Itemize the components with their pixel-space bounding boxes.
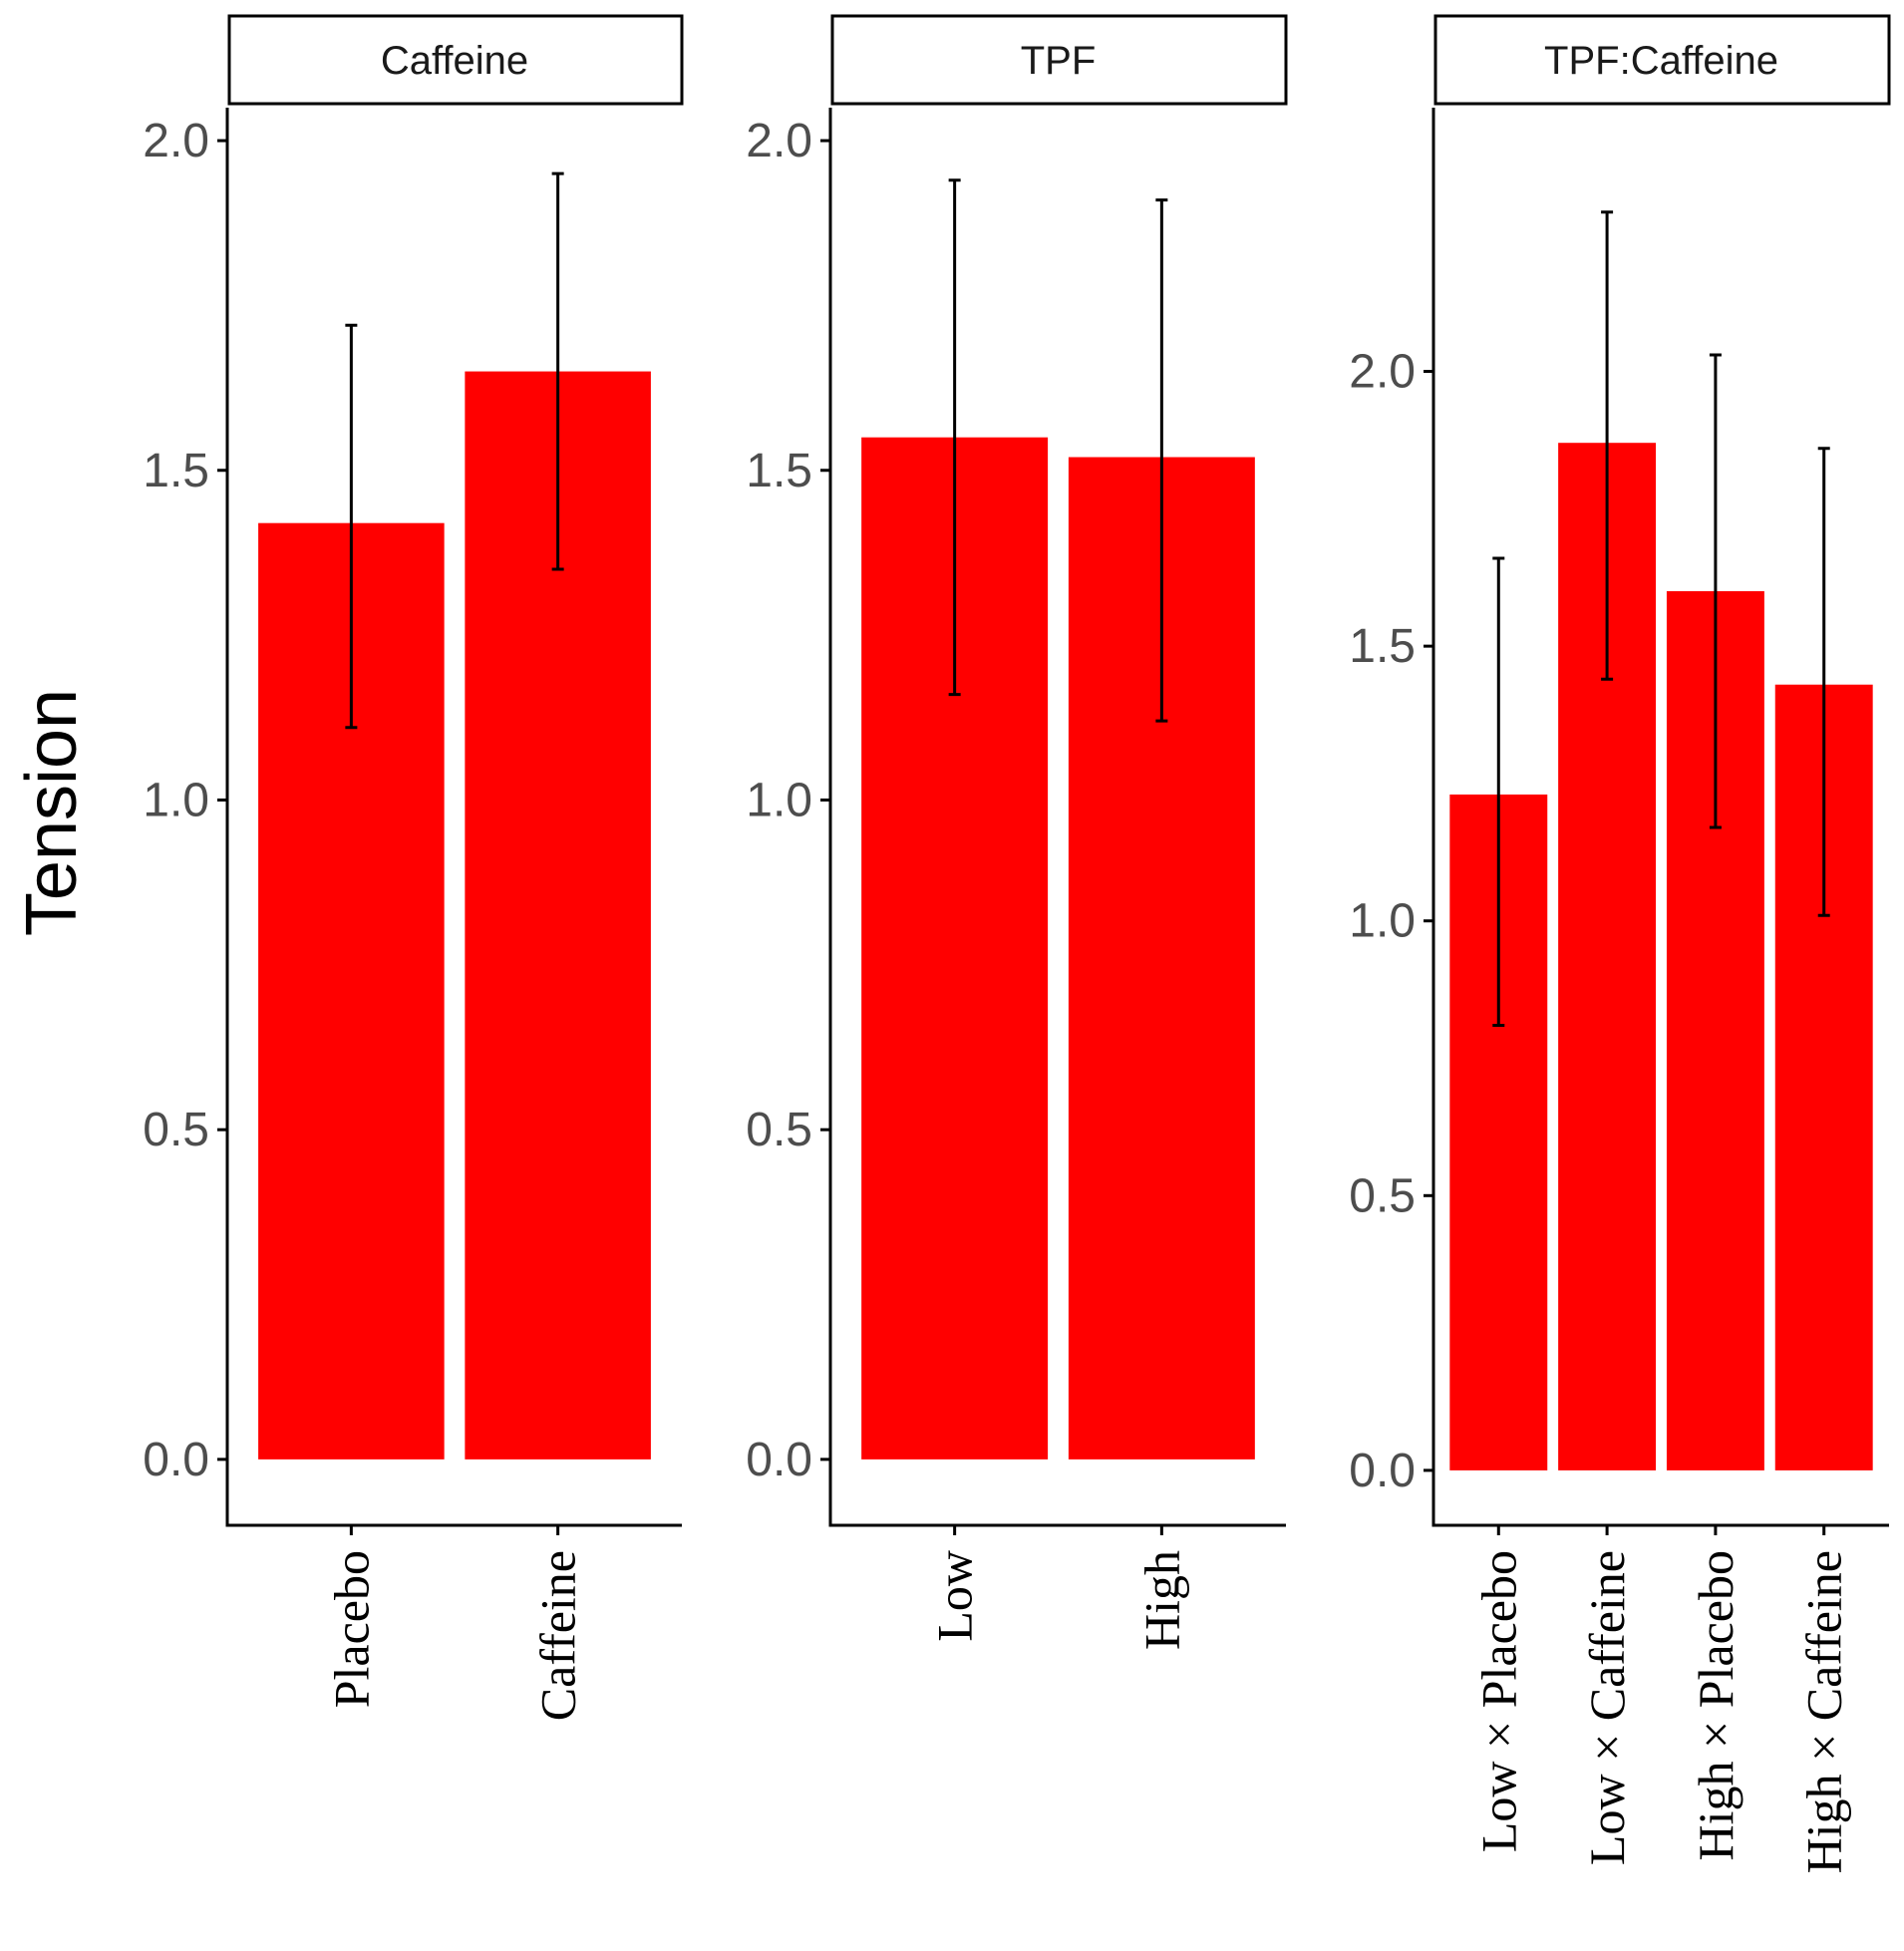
x-category-label-3-2: Low × Caffeine xyxy=(1579,1550,1635,1865)
facet-title-1: Caffeine xyxy=(381,39,528,83)
y-tick-label-3-3: 1.0 xyxy=(1349,895,1416,948)
axis-lines-3 xyxy=(1431,108,1889,1527)
y-tick-label-1-3: 1.0 xyxy=(143,774,209,826)
y-tick-label-1-2: 0.5 xyxy=(143,1104,209,1156)
y-tick-label-1-1: 0.0 xyxy=(143,1434,209,1486)
error-bar-3-2 xyxy=(1601,210,1614,681)
error-bar-3-3 xyxy=(1709,353,1722,829)
y-tick-label-1-4: 1.5 xyxy=(143,445,209,497)
facet-title-3: TPF:Caffeine xyxy=(1544,39,1778,83)
y-tick-label-2-1: 0.0 xyxy=(746,1434,812,1486)
x-category-label-3-4: High × Caffeine xyxy=(1796,1550,1852,1873)
x-category-label-3-3: High × Placebo xyxy=(1688,1550,1744,1860)
x-category-label-2-1: Low xyxy=(927,1550,983,1642)
facet-strip-2 xyxy=(830,14,1288,106)
y-tick-label-2-3: 1.0 xyxy=(746,774,812,826)
error-bar-3-1 xyxy=(1492,556,1505,1027)
error-bar-3-4 xyxy=(1817,447,1830,917)
error-bar-1-1 xyxy=(345,323,358,730)
facet-title-2: TPF xyxy=(1021,39,1097,83)
y-axis-label: Tension xyxy=(12,689,92,936)
y-tick-label-2-5: 2.0 xyxy=(746,115,812,167)
axis-lines-1 xyxy=(225,108,682,1527)
y-tick-label-3-2: 0.5 xyxy=(1349,1169,1416,1222)
error-bar-1-2 xyxy=(551,171,564,571)
x-category-label-2-2: High xyxy=(1133,1550,1189,1650)
y-tick-label-3-1: 0.0 xyxy=(1349,1445,1416,1497)
axis-lines-2 xyxy=(828,108,1286,1527)
facet-strip-3 xyxy=(1433,14,1891,106)
x-category-label-1-1: Placebo xyxy=(323,1550,379,1708)
x-category-label-1-2: Caffeine xyxy=(530,1550,586,1721)
y-tick-label-1-5: 2.0 xyxy=(143,115,209,167)
y-tick-label-2-4: 1.5 xyxy=(746,445,812,497)
y-tick-label-3-4: 1.5 xyxy=(1349,620,1416,673)
facet-strip-1 xyxy=(227,14,684,106)
y-tick-label-3-5: 2.0 xyxy=(1349,346,1416,399)
y-tick-label-2-2: 0.5 xyxy=(746,1104,812,1156)
x-category-label-3-1: Low × Placebo xyxy=(1470,1550,1526,1852)
error-bar-2-1 xyxy=(948,178,961,697)
error-bar-2-2 xyxy=(1155,198,1168,723)
